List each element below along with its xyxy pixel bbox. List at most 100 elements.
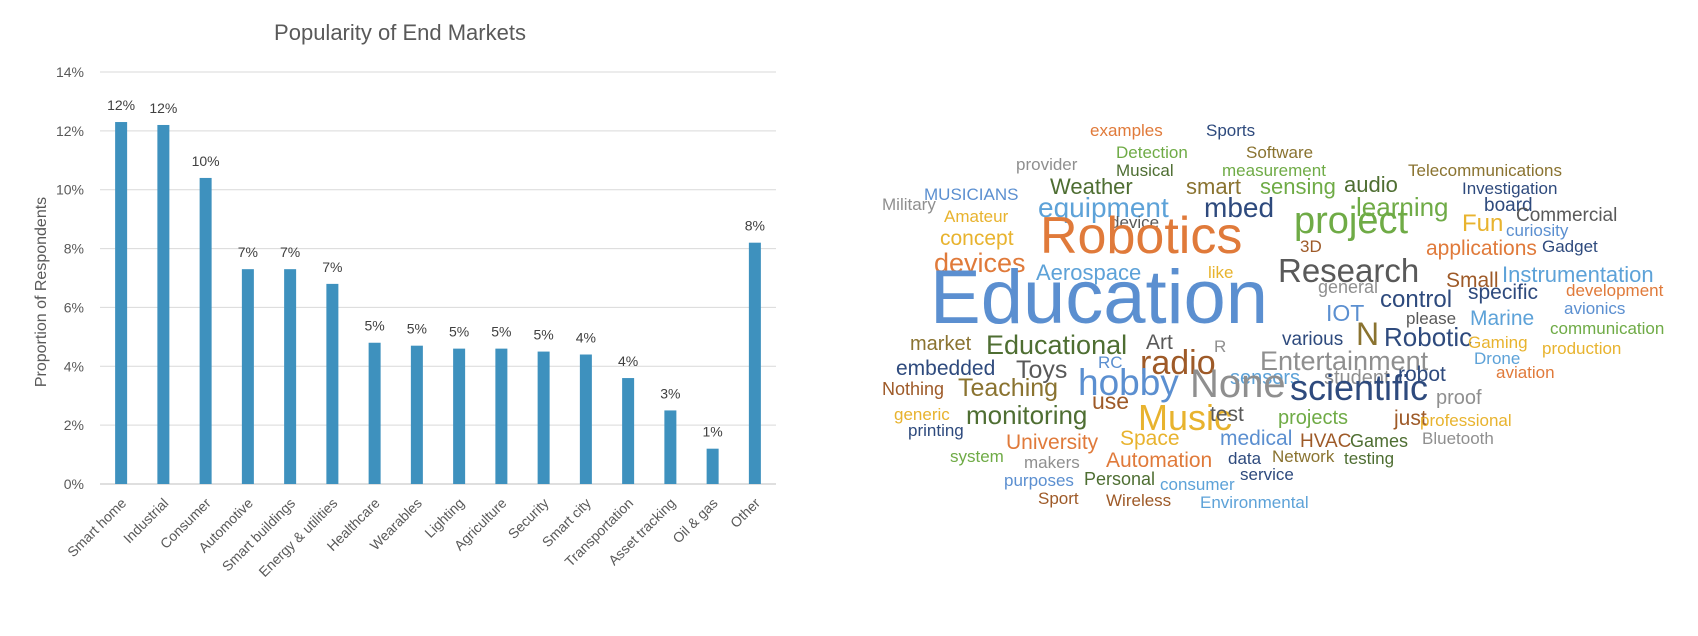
word-cloud-word: Environmental [1200, 493, 1309, 512]
word-cloud-word: service [1240, 465, 1294, 484]
word-cloud-word: control [1380, 286, 1453, 313]
word-cloud-word: scientific [1290, 367, 1429, 408]
word-cloud-word: testing [1344, 449, 1395, 468]
word-cloud-word: smart [1186, 174, 1241, 199]
word-cloud-word: Network [1272, 447, 1335, 466]
word-cloud-word: test [1210, 403, 1244, 426]
word-cloud-word: Amateur [944, 207, 1009, 226]
word-cloud-word: provider [1016, 155, 1078, 174]
bar [579, 354, 592, 484]
data-label: 12% [149, 100, 177, 116]
word-cloud-word: Space [1120, 427, 1180, 450]
word-cloud-word: RC [1098, 353, 1123, 372]
word-cloud-word: Military [882, 195, 936, 214]
word-cloud-word: measurement [1222, 161, 1326, 180]
word-cloud-word: makers [1024, 453, 1080, 472]
word-cloud-word: professional [1420, 411, 1512, 430]
bar [241, 269, 254, 484]
word-cloud-word: N [1356, 316, 1380, 352]
data-label: 4% [618, 353, 638, 369]
data-label: 4% [576, 330, 596, 346]
word-cloud-word: Musical [1116, 161, 1174, 180]
word-cloud-word: project [1294, 200, 1409, 242]
bar [664, 410, 677, 484]
word-cloud-word: projects [1278, 407, 1349, 429]
word-cloud-word: system [950, 447, 1004, 466]
bar [453, 348, 466, 484]
y-tick-label: 6% [64, 299, 84, 315]
gridlines [100, 71, 776, 485]
data-label: 5% [449, 324, 469, 340]
word-cloud-word: hobby [1078, 362, 1179, 403]
word-cloud-word: sensors [1230, 367, 1301, 389]
word-cloud-word: purposes [1004, 471, 1074, 490]
word-cloud-word: Art [1146, 331, 1173, 354]
word-cloud-word: University [1006, 431, 1099, 454]
word-cloud-word: proof [1436, 387, 1482, 409]
data-label: 1% [703, 424, 723, 440]
word-cloud-word: generic [894, 405, 950, 424]
word-cloud-word: Teaching [958, 374, 1059, 402]
bar [115, 122, 128, 485]
word-cloud-word: Small [1446, 269, 1499, 292]
word-cloud-word: Sports [1206, 121, 1256, 140]
y-tick-label: 8% [64, 241, 84, 257]
word-cloud-word: consumer [1160, 475, 1235, 494]
word-cloud-word: various [1282, 329, 1344, 350]
bar [537, 351, 550, 484]
bar [284, 269, 297, 484]
word-cloud-word: development [1566, 281, 1664, 300]
word-cloud-word: Marine [1470, 307, 1535, 330]
word-cloud-word: Robotic [1384, 322, 1473, 352]
bar [410, 345, 423, 484]
chart-title: Popularity of End Markets [274, 20, 526, 45]
word-cloud-word: IOT [1326, 300, 1365, 326]
data-label: 8% [745, 218, 765, 234]
word-cloud-word: Nothing [882, 379, 945, 399]
word-cloud-word: use [1092, 388, 1130, 414]
data-label: 3% [660, 385, 680, 401]
bars [115, 122, 761, 485]
y-axis-label: Proportion of Respondents [33, 197, 50, 387]
bar [622, 378, 635, 484]
word-cloud-word: Instrumentation [1502, 262, 1654, 287]
word-cloud-word: Robotics [1040, 207, 1243, 265]
data-label: 7% [238, 244, 258, 260]
word-cloud-word: Commercial [1516, 205, 1618, 226]
data-label: 5% [534, 327, 554, 343]
word-cloud-word: like [1208, 263, 1234, 282]
data-label: 5% [365, 318, 385, 334]
y-axis-ticks: 0% 2% 4% 6% 8% 10% 12% 14% [56, 64, 84, 492]
y-tick-label: 0% [64, 476, 84, 492]
word-cloud-word: Software [1246, 143, 1314, 162]
bar [495, 348, 508, 484]
word-cloud-word: please [1406, 309, 1457, 328]
word-cloud-word: market [910, 333, 972, 355]
word-cloud-word: medical [1220, 427, 1293, 450]
word-cloud-word: Weather [1050, 174, 1133, 199]
word-cloud-word: Drone [1474, 349, 1521, 368]
bar [157, 124, 170, 484]
word-cloud-word: concept [940, 227, 1014, 250]
word-cloud-word: Bluetooth [1422, 429, 1494, 448]
word-cloud-word: Education [930, 255, 1269, 340]
bar [199, 177, 212, 484]
word-cloud-word: Automation [1106, 449, 1213, 472]
word-cloud-word: avionics [1564, 299, 1626, 318]
word-cloud-word: Entertainment [1260, 346, 1429, 376]
word-cloud-word: Music [1138, 397, 1233, 438]
data-label: 5% [407, 321, 427, 337]
word-cloud-word: Investigation [1462, 179, 1558, 198]
word-cloud-word: Research [1278, 252, 1420, 289]
word-cloud-word: Telecommunications [1408, 161, 1563, 180]
word-cloud-word: Toys [1016, 356, 1068, 384]
y-tick-label: 2% [64, 417, 84, 433]
word-cloud-word: aviation [1496, 363, 1555, 382]
x-axis-ticks: Smart homeIndustrialConsumerAutomotiveSm… [64, 495, 763, 580]
word-cloud-word: board [1484, 195, 1533, 216]
word-cloud: examples Sports Detection Software provider M… [870, 110, 1698, 570]
x-tick-label: Smart buildings [219, 495, 299, 575]
word-cloud-word: radio [1140, 344, 1216, 382]
word-cloud-word: HVAC [1300, 431, 1352, 452]
word-cloud-word: communication [1550, 319, 1665, 338]
